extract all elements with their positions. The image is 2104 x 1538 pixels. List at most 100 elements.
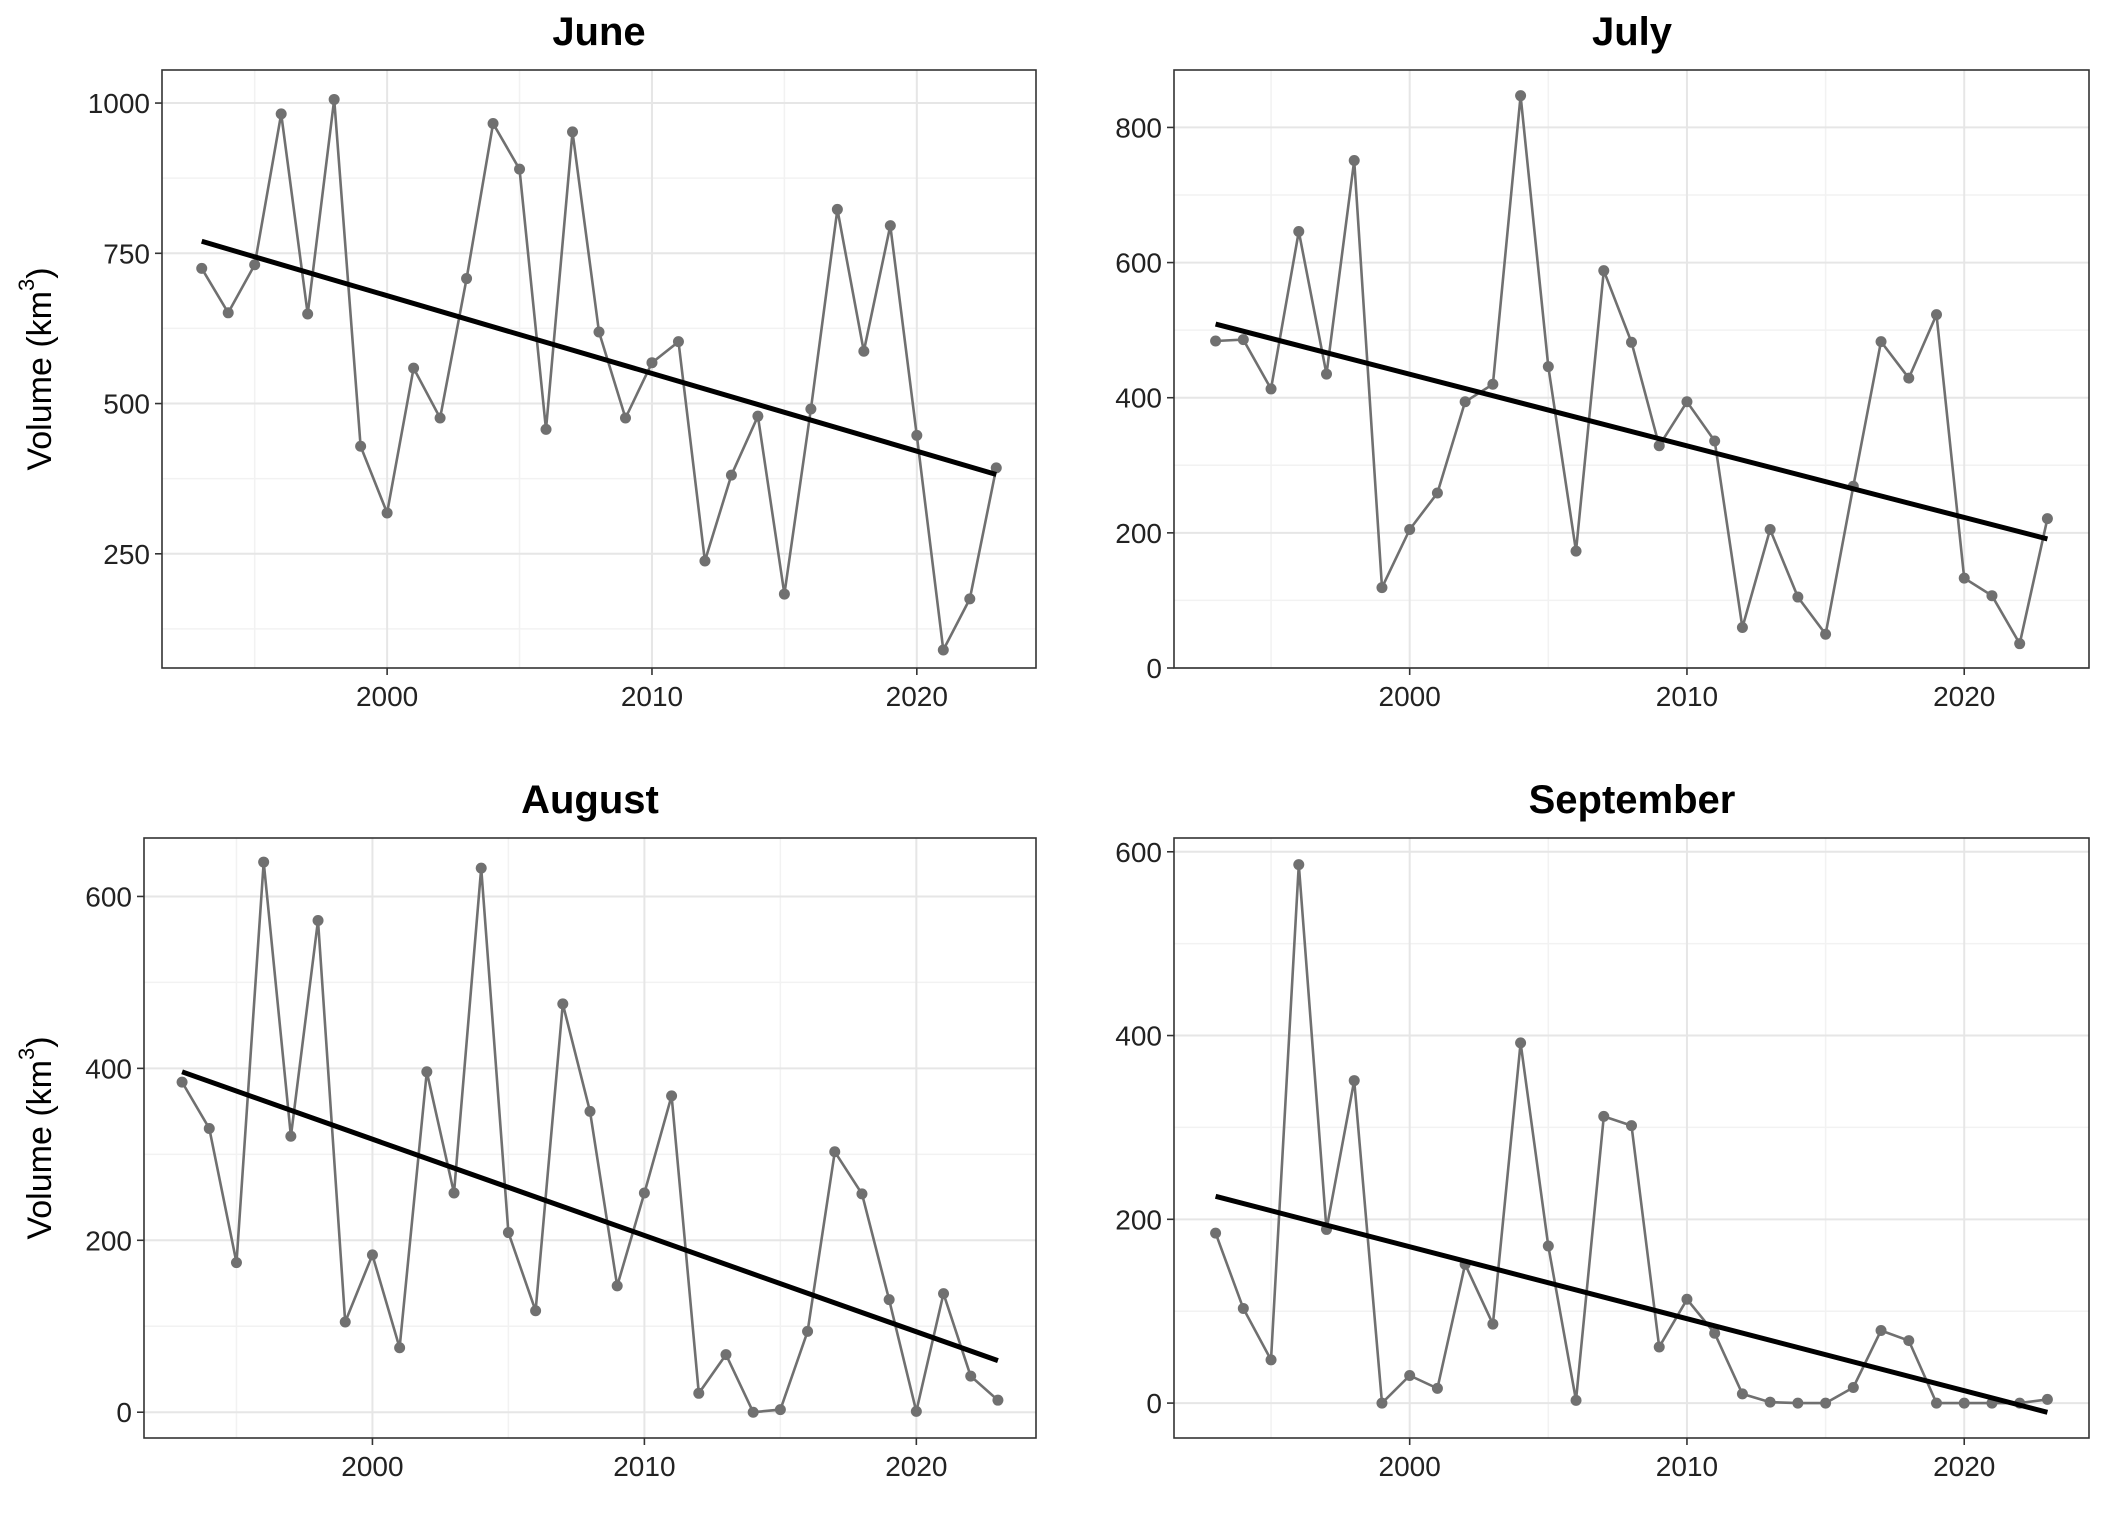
data-point bbox=[540, 423, 552, 435]
x-tick-label: 2020 bbox=[885, 1451, 947, 1482]
data-point bbox=[408, 362, 420, 374]
y-tick-label: 0 bbox=[116, 1397, 132, 1428]
x-tick-label: 2020 bbox=[1933, 1451, 1995, 1482]
y-tick-label: 200 bbox=[85, 1225, 132, 1256]
data-point bbox=[699, 555, 711, 567]
data-point bbox=[1903, 372, 1915, 384]
data-point bbox=[1709, 435, 1721, 447]
data-point bbox=[1293, 225, 1305, 237]
data-point bbox=[858, 345, 870, 357]
data-point bbox=[1293, 859, 1305, 871]
x-tick-label: 2000 bbox=[356, 681, 418, 712]
data-point bbox=[339, 1316, 351, 1328]
panel-title: July bbox=[1592, 10, 1673, 54]
data-point bbox=[230, 1257, 242, 1269]
data-point bbox=[1764, 523, 1776, 535]
y-tick-label: 1000 bbox=[88, 88, 150, 119]
data-point bbox=[938, 1288, 950, 1300]
data-point bbox=[312, 915, 324, 927]
y-tick-label: 750 bbox=[103, 238, 150, 269]
y-tick-label: 600 bbox=[1115, 248, 1162, 279]
data-point bbox=[747, 1406, 759, 1418]
data-point bbox=[990, 462, 1002, 474]
panel-title: September bbox=[1529, 778, 1736, 822]
data-point bbox=[911, 429, 923, 441]
data-point bbox=[964, 593, 976, 605]
y-tick-label: 800 bbox=[1115, 112, 1162, 143]
y-axis-label: Volume (km3) bbox=[14, 267, 59, 470]
panel-june: 250 500 750 1000 2000 2010 2020 June Volume (km3… bbox=[14, 10, 1037, 712]
data-point bbox=[1376, 1397, 1388, 1409]
data-point bbox=[1210, 335, 1222, 347]
data-point bbox=[1958, 1397, 1970, 1409]
panel-title: August bbox=[521, 778, 659, 822]
data-point bbox=[1515, 1037, 1527, 1049]
x-tick-label: 2010 bbox=[1656, 1451, 1718, 1482]
panel-july: 0 200 400 600 800 2000 2010 2020 July bbox=[1115, 10, 2090, 712]
data-point bbox=[1792, 591, 1804, 603]
data-point bbox=[530, 1305, 542, 1317]
data-point bbox=[883, 1294, 895, 1306]
data-point bbox=[1847, 1381, 1859, 1393]
y-tick-label: 0 bbox=[1146, 1388, 1162, 1419]
x-tick-label: 2010 bbox=[613, 1451, 675, 1482]
data-point bbox=[1265, 383, 1277, 395]
data-point bbox=[1404, 1370, 1416, 1382]
y-tick-label: 0 bbox=[1146, 653, 1162, 684]
data-point bbox=[593, 326, 605, 338]
data-point bbox=[884, 220, 896, 232]
plot-frame bbox=[161, 69, 1037, 669]
data-point bbox=[394, 1342, 406, 1354]
data-point bbox=[448, 1187, 460, 1199]
data-point bbox=[1348, 155, 1360, 167]
trend-line bbox=[181, 1069, 999, 1363]
data-point bbox=[1570, 545, 1582, 557]
y-tick-label: 250 bbox=[103, 539, 150, 570]
data-point bbox=[1431, 487, 1443, 499]
data-point bbox=[752, 410, 764, 422]
data-point bbox=[2041, 1393, 2053, 1405]
data-point bbox=[475, 862, 487, 874]
data-point bbox=[1792, 1397, 1804, 1409]
x-tick-label: 2000 bbox=[1379, 1451, 1441, 1482]
trend-line bbox=[201, 238, 997, 477]
data-point bbox=[937, 644, 949, 656]
data-point bbox=[328, 93, 340, 105]
data-point bbox=[285, 1130, 297, 1142]
data-point bbox=[1598, 1110, 1610, 1122]
x-tick-label: 2000 bbox=[1379, 681, 1441, 712]
data-point bbox=[584, 1105, 596, 1117]
data-point bbox=[1764, 1396, 1776, 1408]
trend-line bbox=[1214, 1193, 2049, 1415]
data-point bbox=[856, 1188, 868, 1200]
series-line bbox=[1215, 95, 2049, 648]
x-tick-label: 2020 bbox=[1933, 681, 1995, 712]
data-point bbox=[1459, 396, 1471, 408]
data-point bbox=[196, 262, 208, 274]
data-point bbox=[774, 1404, 786, 1416]
data-point bbox=[1542, 361, 1554, 373]
y-tick-label: 600 bbox=[85, 881, 132, 912]
data-point bbox=[1542, 1240, 1554, 1252]
plot-frame bbox=[1173, 69, 2090, 669]
x-tick-label: 2010 bbox=[621, 681, 683, 712]
data-point bbox=[1348, 1075, 1360, 1087]
data-point bbox=[1321, 368, 1332, 380]
data-point bbox=[1681, 1293, 1693, 1305]
x-tick-label: 2010 bbox=[1656, 681, 1718, 712]
data-point bbox=[1653, 440, 1665, 452]
data-point bbox=[720, 1349, 732, 1361]
y-axis-label: Volume (km3) bbox=[14, 1036, 59, 1239]
data-point bbox=[1903, 1335, 1915, 1347]
data-point bbox=[646, 357, 658, 369]
data-point bbox=[366, 1249, 378, 1261]
data-point bbox=[487, 117, 499, 129]
data-point bbox=[1598, 265, 1610, 277]
data-point bbox=[203, 1123, 215, 1135]
data-point bbox=[1265, 1354, 1277, 1366]
data-point bbox=[910, 1405, 922, 1417]
data-point bbox=[666, 1090, 678, 1102]
y-tick-label: 600 bbox=[1115, 837, 1162, 868]
data-point bbox=[693, 1387, 705, 1399]
data-point bbox=[1237, 1302, 1249, 1314]
